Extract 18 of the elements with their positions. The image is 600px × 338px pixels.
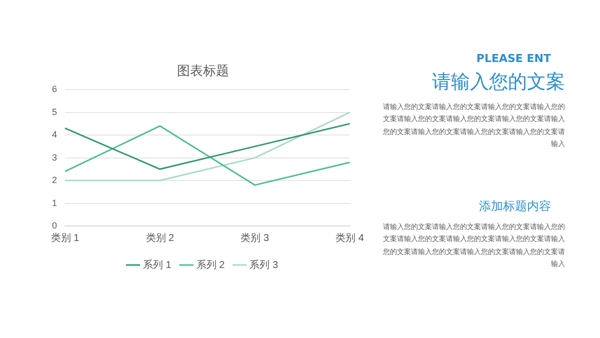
- legend-label: 系列 1: [142, 258, 172, 271]
- text: 请输入您的文案: [431, 70, 565, 95]
- y-tick-label: 1: [52, 198, 58, 208]
- y-tick-label: 0: [52, 220, 58, 230]
- y-tick-label: 3: [52, 152, 58, 162]
- y-tick-label: 6: [52, 84, 58, 94]
- chart-title: 图表标题: [177, 64, 229, 80]
- y-tick-label: 2: [52, 175, 58, 186]
- y-tick-label: 4: [52, 130, 58, 140]
- x-tick-label: 类别 2: [146, 232, 175, 244]
- x-tick-label: 类别 4: [336, 232, 364, 244]
- x-tick-label: 类别 3: [240, 232, 270, 244]
- legend-label: 系列 3: [250, 258, 278, 271]
- legend-label: 系列 2: [196, 258, 226, 271]
- x-tick-label: 类别 1: [50, 232, 80, 244]
- y-tick-label: 5: [52, 106, 58, 117]
- text: PLEASE ENT: [475, 52, 551, 65]
- text: 添加标题内容: [478, 198, 551, 216]
